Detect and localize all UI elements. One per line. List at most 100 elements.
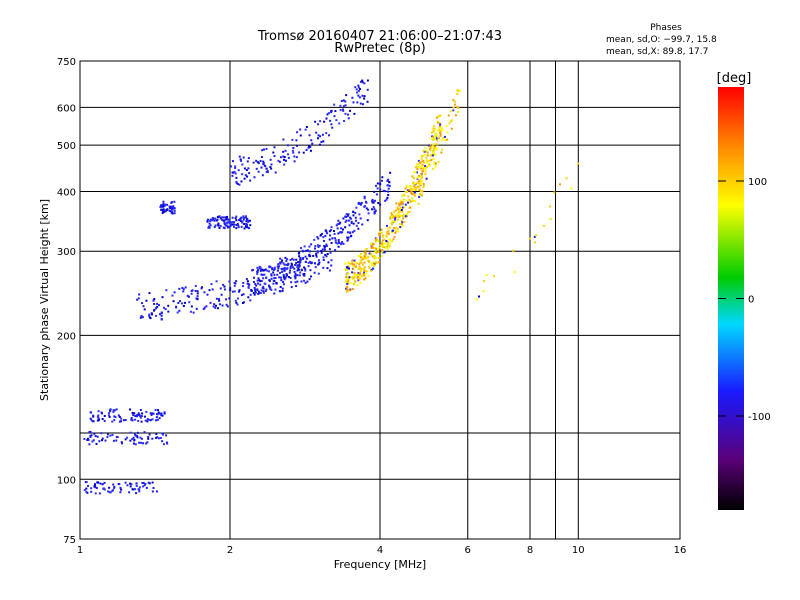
data-point bbox=[134, 414, 137, 417]
data-point bbox=[298, 264, 301, 267]
data-point bbox=[370, 242, 373, 245]
data-point bbox=[95, 486, 98, 489]
data-point bbox=[359, 102, 362, 105]
data-point bbox=[167, 310, 170, 313]
data-point bbox=[161, 205, 164, 208]
data-point bbox=[131, 419, 134, 422]
data-point bbox=[246, 226, 249, 229]
data-point bbox=[152, 486, 155, 489]
data-point bbox=[482, 290, 485, 293]
data-point bbox=[342, 109, 345, 112]
data-point bbox=[229, 289, 232, 292]
data-point bbox=[363, 197, 366, 200]
data-point bbox=[285, 275, 288, 278]
data-point bbox=[378, 261, 381, 264]
data-point bbox=[138, 488, 141, 491]
data-point bbox=[357, 202, 360, 205]
data-point bbox=[296, 280, 299, 283]
data-point bbox=[104, 439, 107, 442]
data-point bbox=[342, 99, 345, 102]
data-point bbox=[295, 139, 298, 142]
data-point bbox=[158, 412, 161, 415]
data-point bbox=[298, 265, 301, 268]
data-point bbox=[225, 217, 228, 220]
data-point bbox=[344, 262, 347, 265]
data-point bbox=[235, 227, 238, 230]
data-point bbox=[326, 267, 329, 270]
data-point bbox=[352, 276, 355, 279]
data-point bbox=[345, 276, 348, 279]
data-point bbox=[295, 285, 298, 288]
data-point bbox=[364, 252, 367, 255]
data-point bbox=[164, 204, 167, 207]
data-point bbox=[432, 151, 435, 154]
data-point bbox=[493, 275, 496, 278]
data-point bbox=[218, 299, 221, 302]
data-point bbox=[272, 268, 275, 271]
data-point bbox=[270, 277, 273, 280]
data-point bbox=[155, 419, 158, 422]
data-point bbox=[271, 267, 274, 270]
data-point bbox=[419, 183, 422, 186]
data-point bbox=[270, 274, 273, 277]
data-point bbox=[362, 256, 365, 259]
data-point bbox=[364, 205, 367, 208]
data-point bbox=[327, 134, 330, 137]
data-point bbox=[129, 485, 132, 488]
data-point bbox=[134, 418, 137, 421]
data-point bbox=[155, 416, 158, 419]
data-point bbox=[284, 159, 287, 162]
data-point bbox=[375, 193, 378, 196]
data-point bbox=[309, 269, 312, 272]
data-point bbox=[357, 279, 360, 282]
data-point bbox=[427, 144, 430, 147]
data-point bbox=[339, 104, 342, 107]
data-point bbox=[346, 289, 349, 292]
data-point bbox=[347, 261, 350, 264]
data-point bbox=[325, 245, 328, 248]
data-point bbox=[420, 193, 423, 196]
data-point bbox=[89, 417, 92, 420]
data-point bbox=[262, 291, 265, 294]
data-point bbox=[146, 420, 149, 423]
plot-frame bbox=[79, 60, 681, 540]
data-point bbox=[158, 304, 161, 307]
data-point bbox=[217, 297, 220, 300]
data-point bbox=[141, 412, 144, 415]
data-point bbox=[303, 266, 306, 269]
data-point bbox=[137, 413, 140, 416]
data-point bbox=[356, 284, 359, 287]
data-point bbox=[132, 442, 135, 445]
data-point bbox=[373, 208, 376, 211]
data-point bbox=[236, 183, 239, 186]
data-point bbox=[345, 215, 348, 218]
data-point bbox=[327, 112, 330, 115]
data-point bbox=[406, 211, 409, 214]
data-point bbox=[382, 189, 385, 192]
data-point bbox=[329, 229, 332, 232]
data-point bbox=[234, 282, 237, 285]
data-point bbox=[283, 267, 286, 270]
data-point bbox=[418, 195, 421, 198]
data-point bbox=[372, 267, 375, 270]
data-point bbox=[120, 417, 123, 420]
data-point bbox=[258, 292, 261, 295]
data-point bbox=[103, 481, 106, 484]
data-point bbox=[433, 137, 436, 140]
data-point bbox=[217, 307, 220, 310]
data-point bbox=[350, 221, 353, 224]
data-point bbox=[268, 265, 271, 268]
data-point bbox=[145, 410, 148, 413]
data-point bbox=[163, 412, 166, 415]
data-point bbox=[475, 298, 478, 301]
data-point bbox=[133, 488, 136, 491]
data-point bbox=[296, 274, 299, 277]
data-point bbox=[291, 257, 294, 260]
data-point bbox=[171, 206, 174, 209]
data-point bbox=[368, 267, 371, 270]
data-point bbox=[352, 268, 355, 271]
data-point bbox=[346, 239, 349, 242]
data-point bbox=[150, 312, 153, 315]
data-point bbox=[345, 219, 348, 222]
data-point bbox=[217, 224, 220, 227]
